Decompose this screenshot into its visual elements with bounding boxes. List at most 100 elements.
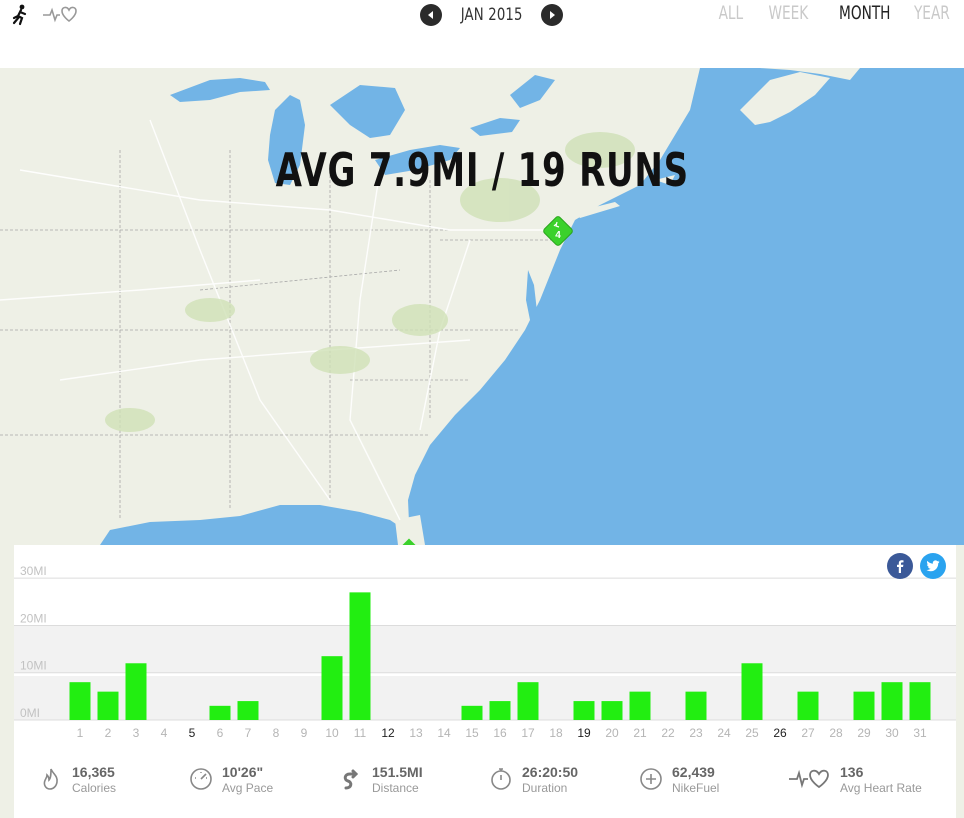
next-month-button[interactable] [541,4,564,26]
tab-month[interactable]: MONTH [838,2,891,24]
x-tick-label: 1 [77,726,84,740]
x-tick-label: 21 [633,726,647,740]
x-tick-label: 2 [105,726,112,740]
chart-bar[interactable] [685,691,707,720]
stat-nikefuel: 62,439 NikeFuel [638,764,719,804]
x-tick-label: 19 [577,726,591,740]
prev-month-button[interactable] [420,4,442,26]
y-tick-label: 20MI [20,611,47,625]
x-tick-label: 15 [465,726,479,740]
stat-label: NikeFuel [672,781,720,795]
heart-rate-icon [789,769,829,789]
chart-bar[interactable] [629,691,651,720]
stopwatch-icon [491,768,511,790]
marker-count: 4 [555,230,561,241]
summary-headline: AVG 7.9MI / 19 RUNS [275,143,689,197]
nikefuel-icon [640,768,662,790]
chart-bar[interactable] [741,663,763,720]
chart-bar[interactable] [601,701,623,720]
route-icon [343,769,359,790]
stat-heart-rate: 136 Avg Heart Rate [788,764,922,804]
stat-duration: 26:20:50 Duration [488,764,578,804]
chart-band [14,578,956,626]
chart-bar[interactable] [237,701,259,720]
x-tick-label: 3 [133,726,140,740]
tab-year[interactable]: YEAR [914,2,950,24]
x-tick-label: 24 [717,726,731,740]
month-label: JAN 2015 [460,5,523,25]
y-tick-label: 30MI [20,564,47,578]
x-tick-label: 16 [493,726,507,740]
stat-label: Avg Pace [222,781,274,795]
x-tick-label: 17 [521,726,535,740]
period-tabs: ALL WEEK MONTH YEAR [709,2,950,24]
tab-week[interactable]: WEEK [768,2,809,24]
x-tick-label: 20 [605,726,619,740]
facebook-icon [897,560,904,573]
run-cluster-marker[interactable]: 4 [541,214,575,248]
month-navigator: JAN 2015 [420,3,564,27]
facebook-share-button[interactable] [887,553,913,579]
stat-label: Avg Heart Rate [840,781,922,795]
chart-bar[interactable] [209,705,231,720]
stat-label: Duration [522,781,568,795]
runner-marker-icon [543,216,573,246]
chart-bar[interactable] [797,691,819,720]
chart-bar[interactable] [125,663,147,720]
y-tick-label: 0MI [20,706,40,720]
x-tick-label: 14 [437,726,451,740]
runner-icon[interactable] [10,4,30,31]
chart-bar[interactable] [461,705,483,720]
chart-bar[interactable] [321,656,343,720]
x-tick-label: 6 [217,726,224,740]
stat-label: Distance [372,781,419,795]
chart-bar[interactable] [69,682,91,720]
x-tick-label: 7 [245,726,252,740]
y-tick-label: 10MI [20,659,47,673]
stats-bar: 16,365 Calories 10'26" Avg Pace 151.5MI Dis… [14,750,956,818]
tab-all[interactable]: ALL [718,2,744,24]
chart-bar[interactable] [909,682,931,720]
chart-bar[interactable] [573,701,595,720]
x-tick-label: 10 [325,726,339,740]
x-tick-label: 12 [381,726,395,740]
chevron-right-icon [550,11,556,19]
chart-bar[interactable] [517,682,539,720]
heart-rate-icon[interactable] [42,4,78,31]
chart-bar[interactable] [489,701,511,720]
chevron-left-icon [428,11,433,19]
chart-bar[interactable] [881,682,903,720]
stat-value: 10'26" [222,764,264,780]
flame-icon [43,768,58,790]
twitter-share-button[interactable] [920,553,946,579]
chart-bar[interactable] [853,691,875,720]
x-tick-label: 31 [913,726,927,740]
x-tick-label: 29 [857,726,871,740]
stat-value: 151.5MI [372,764,423,780]
x-tick-label: 13 [409,726,423,740]
stat-value: 16,365 [72,764,115,780]
x-tick-label: 8 [273,726,280,740]
x-tick-label: 4 [161,726,168,740]
stat-avg-pace: 10'26" Avg Pace [188,764,273,804]
stat-label: Calories [72,781,117,795]
x-tick-label: 23 [689,726,703,740]
top-bar: JAN 2015 ALL WEEK MONTH YEAR [0,0,964,68]
chart-bar[interactable] [97,691,119,720]
chart-band [14,625,956,673]
chart-bar[interactable] [349,592,371,720]
twitter-icon [926,560,940,572]
x-tick-label: 22 [661,726,675,740]
x-tick-label: 30 [885,726,899,740]
stat-value: 62,439 [672,764,715,780]
x-tick-label: 18 [549,726,563,740]
x-tick-label: 9 [301,726,308,740]
x-tick-label: 28 [829,726,843,740]
x-tick-label: 5 [189,726,196,740]
speedometer-icon [190,768,212,790]
x-tick-label: 11 [354,726,367,740]
x-tick-label: 25 [745,726,759,740]
stat-distance: 151.5MI Distance [338,764,423,804]
x-tick-label: 26 [773,726,787,740]
